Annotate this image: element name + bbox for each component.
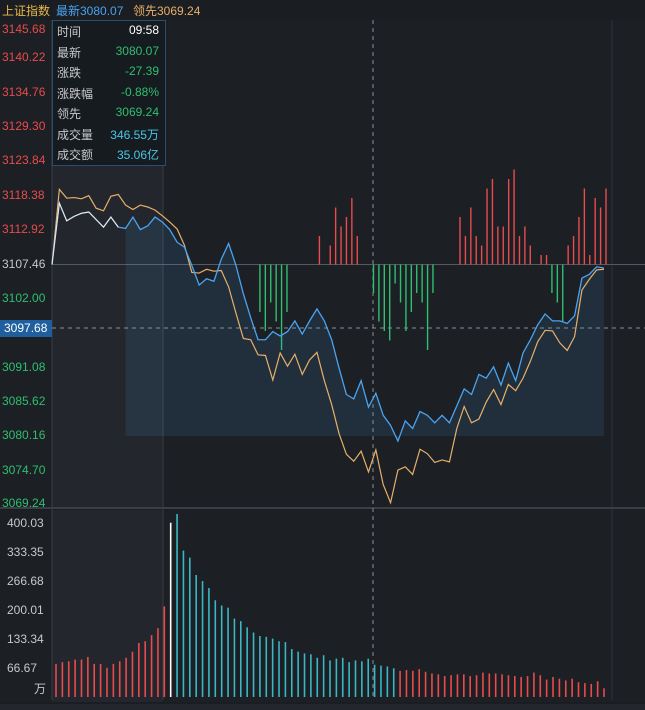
- price-tick-label: 3080.16: [2, 428, 46, 443]
- price-tick-label: 3091.08: [2, 359, 46, 374]
- leading-value: 3069.24: [157, 4, 201, 18]
- tooltip-row: 时间 09:58: [57, 23, 159, 43]
- price-tick-label: 3145.68: [2, 22, 46, 36]
- tooltip-panel: 时间 09:58 最新 3080.07 涨跌 -27.39 涨跌幅 -0.88% 领先 3069.…: [52, 20, 166, 166]
- tooltip-value: -0.88%: [120, 84, 159, 99]
- latest-value: 3080.07: [80, 4, 124, 18]
- volume-tick-label: 66.67: [7, 660, 38, 675]
- tooltip-row: 成交量 346.55万: [57, 126, 159, 146]
- latest-label: 最新: [56, 4, 81, 18]
- price-tick-label: 3112.92: [2, 222, 45, 237]
- tooltip-row: 领先 3069.24: [57, 105, 159, 125]
- leading-label: 领先: [133, 4, 158, 18]
- tooltip-row: 涨跌 -27.39: [57, 64, 159, 84]
- tooltip-value: 35.06亿: [116, 148, 159, 162]
- tooltip-value: 3069.24: [115, 105, 159, 119]
- price-tick-label: 3140.22: [2, 50, 46, 65]
- chart-header: 上证指数 最新 3080.07 领先 3069.24: [0, 0, 645, 20]
- price-line: [51, 200, 605, 443]
- price-tick-label: 3123.84: [2, 153, 46, 168]
- price-tick-label: 3107.46: [2, 256, 46, 271]
- tooltip-key: 时间: [57, 25, 82, 39]
- tooltip-key: 成交量: [57, 127, 94, 142]
- bottom-tab-strip[interactable]: [0, 704, 645, 710]
- tooltip-key: 最新: [57, 45, 82, 60]
- tooltip-value: 09:58: [128, 23, 159, 37]
- tooltip-row: 涨跌幅 -0.88%: [57, 85, 159, 105]
- cursor-price-flag: 3097.68: [0, 320, 52, 337]
- volume-unit-label: 万: [34, 682, 47, 696]
- volume-tick-label: 133.34: [7, 631, 44, 646]
- premarket-price-line: [51, 201, 119, 265]
- price-area: [125, 217, 604, 442]
- tooltip-key: 成交额: [57, 148, 94, 162]
- tooltip-key: 涨跌幅: [57, 86, 94, 101]
- tooltip-row: 成交额 35.06亿: [57, 146, 159, 166]
- tooltip-row: 最新 3080.07: [57, 44, 159, 64]
- price-tick-label: 3085.62: [2, 393, 46, 408]
- tooltip-value: 3080.07: [115, 43, 159, 58]
- volume-tick-label: 400.03: [7, 515, 44, 530]
- price-tick-label: 3074.70: [2, 462, 46, 477]
- tooltip-key: 领先: [57, 107, 82, 121]
- lead-line: [51, 187, 605, 505]
- price-tick-label: 3069.24: [2, 496, 46, 510]
- index-name[interactable]: 上证指数: [2, 4, 51, 18]
- price-tick-label: 3102.00: [2, 290, 46, 305]
- price-tick-label: 3134.76: [2, 84, 46, 99]
- tooltip-value: -27.39: [124, 64, 159, 78]
- tooltip-value: 346.55万: [110, 127, 159, 142]
- volume-tick-label: 200.01: [7, 602, 44, 617]
- price-tick-label: 3118.38: [2, 187, 45, 202]
- volume-tick-label: 333.35: [7, 544, 44, 559]
- price-tick-label: 3129.30: [2, 119, 46, 134]
- tooltip-key: 涨跌: [57, 66, 82, 80]
- volume-tick-label: 266.68: [7, 573, 44, 588]
